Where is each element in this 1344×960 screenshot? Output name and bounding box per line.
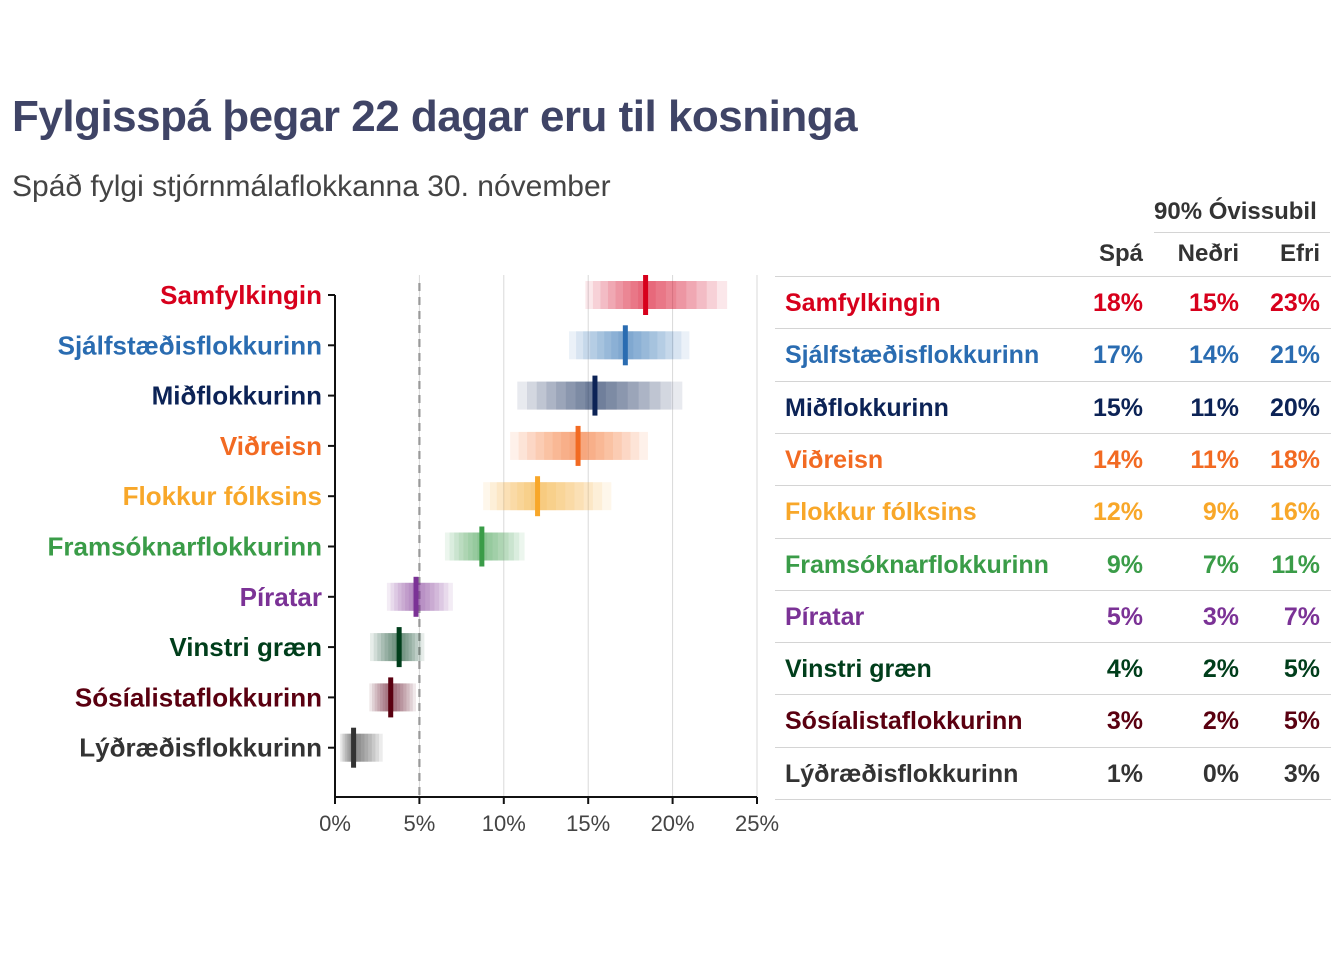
x-tick-label: 5% [404,811,436,836]
uncertainty-band [546,381,650,410]
uncertainty-band [585,281,728,309]
uncertainty-band [345,733,372,762]
median-marker [622,325,628,366]
uncertainty-band [490,482,603,511]
uncertainty-band [510,482,575,511]
x-tick-label: 15% [566,811,610,836]
uncertainty-band [339,733,383,762]
party-label: Sósíalistaflokkurinn [75,682,322,712]
uncertainty-band [615,281,687,309]
median-marker [413,576,419,617]
uncertainty-band [517,381,683,410]
party-label: Samfylkingin [160,280,322,310]
uncertainty-band [536,381,661,410]
uncertainty-band [449,532,520,561]
uncertainty-band [341,733,380,762]
uncertainty-band [517,482,566,511]
party-label: Miðflokkurinn [152,381,322,411]
party-label: Píratar [240,582,322,612]
party-label: Flokkur fólksins [123,481,322,511]
uncertainty-band [503,482,584,511]
median-marker [479,526,485,567]
median-marker [396,627,402,668]
uncertainty-band [444,532,525,561]
median-marker [388,677,394,718]
uncertainty-band [592,281,717,309]
party-label: Vinstri græn [169,632,322,662]
uncertainty-band [576,331,682,360]
uncertainty-band [343,733,376,762]
uncertainty-band [394,582,444,611]
x-tick-label: 25% [735,811,779,836]
party-label: Viðreisn [220,431,322,461]
median-marker [535,476,541,517]
x-tick-label: 20% [651,811,695,836]
party-label: Framsóknarflokkurinn [47,532,322,562]
median-marker [643,275,649,315]
median-marker [351,727,357,768]
uncertainty-band [569,331,690,360]
uncertainty-band [600,281,707,309]
uncertainty-band [623,281,677,309]
uncertainty-band [386,582,453,611]
median-marker [592,375,598,416]
uncertainty-band [483,482,612,511]
party-label: Lýðræðisflokkurinn [79,733,322,763]
uncertainty-band [527,381,672,410]
x-tick-label: 0% [319,811,351,836]
uncertainty-band [607,281,697,309]
uncertainty-band [630,281,666,309]
uncertainty-band [496,482,593,511]
uncertainty-band [583,331,674,360]
chart-subtitle: Spáð fylgi stjórnmálaflokkanna 30. nóvem… [12,170,611,203]
x-tick-label: 10% [482,811,526,836]
median-marker [575,425,581,466]
chart-title: Fylgisspá þegar 22 dagar eru til kosning… [12,92,858,141]
party-label: Sjálfstæðisflokkurinn [58,330,322,360]
uncertainty-band [390,582,449,611]
